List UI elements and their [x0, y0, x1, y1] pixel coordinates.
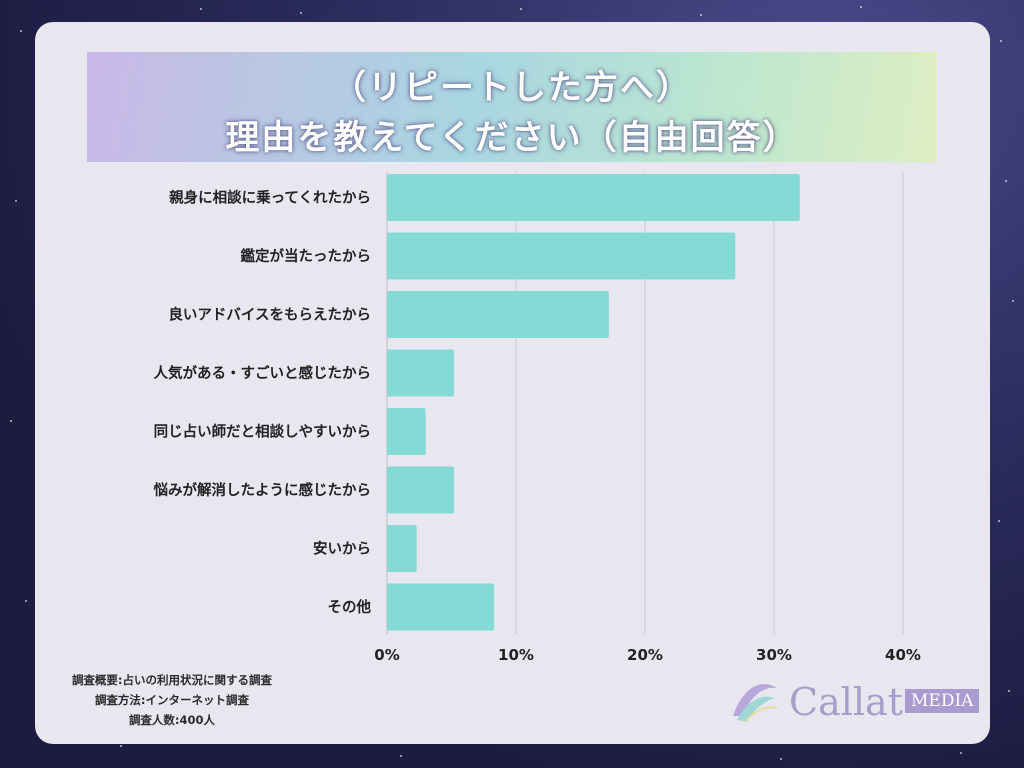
- bar: [387, 466, 455, 514]
- bar: [387, 291, 609, 338]
- category-label: 悩みが解消したように感じたから: [154, 481, 372, 499]
- x-tick-label: 30%: [756, 646, 792, 662]
- star: [1012, 300, 1014, 302]
- star: [300, 12, 302, 14]
- survey-notes: 調査概要:占いの利用状況に関する調査 調査方法:インターネット調査 調査人数:4…: [35, 670, 309, 730]
- x-tick-label: 0%: [374, 646, 399, 662]
- logo-text: Callat: [789, 680, 903, 724]
- star: [998, 520, 1000, 522]
- star: [860, 6, 862, 8]
- star: [520, 8, 522, 10]
- bar: [387, 525, 417, 572]
- bar: [387, 174, 800, 221]
- category-label: 鑑定が当たったから: [241, 247, 372, 265]
- title-line-1: （リピートした方へ）: [332, 68, 692, 108]
- title-line-2: 理由を教えてください（自由回答）: [225, 118, 799, 158]
- star: [20, 30, 22, 32]
- x-tick-label: 40%: [885, 646, 921, 662]
- star: [10, 420, 12, 422]
- callat-media-logo: Callat MEDIA: [725, 672, 985, 732]
- star: [25, 600, 27, 602]
- star: [700, 14, 702, 16]
- bar: [387, 583, 495, 631]
- survey-note-overview: 調査概要:占いの利用状況に関する調査: [71, 673, 273, 687]
- x-tick-label: 10%: [498, 646, 534, 662]
- bar: [387, 408, 426, 455]
- title-banner: （リピートした方へ） 理由を教えてください（自由回答）: [87, 52, 937, 162]
- bar: [387, 349, 455, 397]
- star: [1000, 40, 1002, 42]
- bar: [387, 232, 736, 280]
- star: [960, 752, 962, 754]
- star: [120, 745, 122, 747]
- bar-chart: 0% 10% 20% 30% 40% 親身に相談に乗ってくれたから鑑定が当たったから良いア…: [154, 172, 921, 662]
- star: [400, 755, 402, 757]
- category-label: 親身に相談に乗ってくれたから: [169, 189, 371, 207]
- star: [780, 758, 782, 760]
- star: [15, 200, 17, 202]
- survey-note-method: 調査方法:インターネット調査: [94, 693, 250, 707]
- category-label: 安いから: [313, 540, 371, 558]
- category-label: 人気がある・すごいと感じたから: [154, 364, 372, 382]
- x-tick-label: 20%: [627, 646, 663, 662]
- star: [1005, 180, 1007, 182]
- logo-media-badge: MEDIA: [905, 689, 980, 713]
- chart-card: （リピートした方へ） 理由を教えてください（自由回答） 0% 10% 20% 30% 4…: [35, 22, 990, 744]
- logo-swirl-icon: [733, 684, 778, 723]
- category-label: 良いアドバイスをもらえたから: [168, 306, 371, 324]
- star: [1008, 690, 1010, 692]
- category-label: その他: [328, 598, 372, 616]
- category-label: 同じ占い師だと相談しやすいから: [154, 423, 371, 441]
- survey-note-count: 調査人数:400人: [128, 713, 216, 727]
- star: [200, 8, 202, 10]
